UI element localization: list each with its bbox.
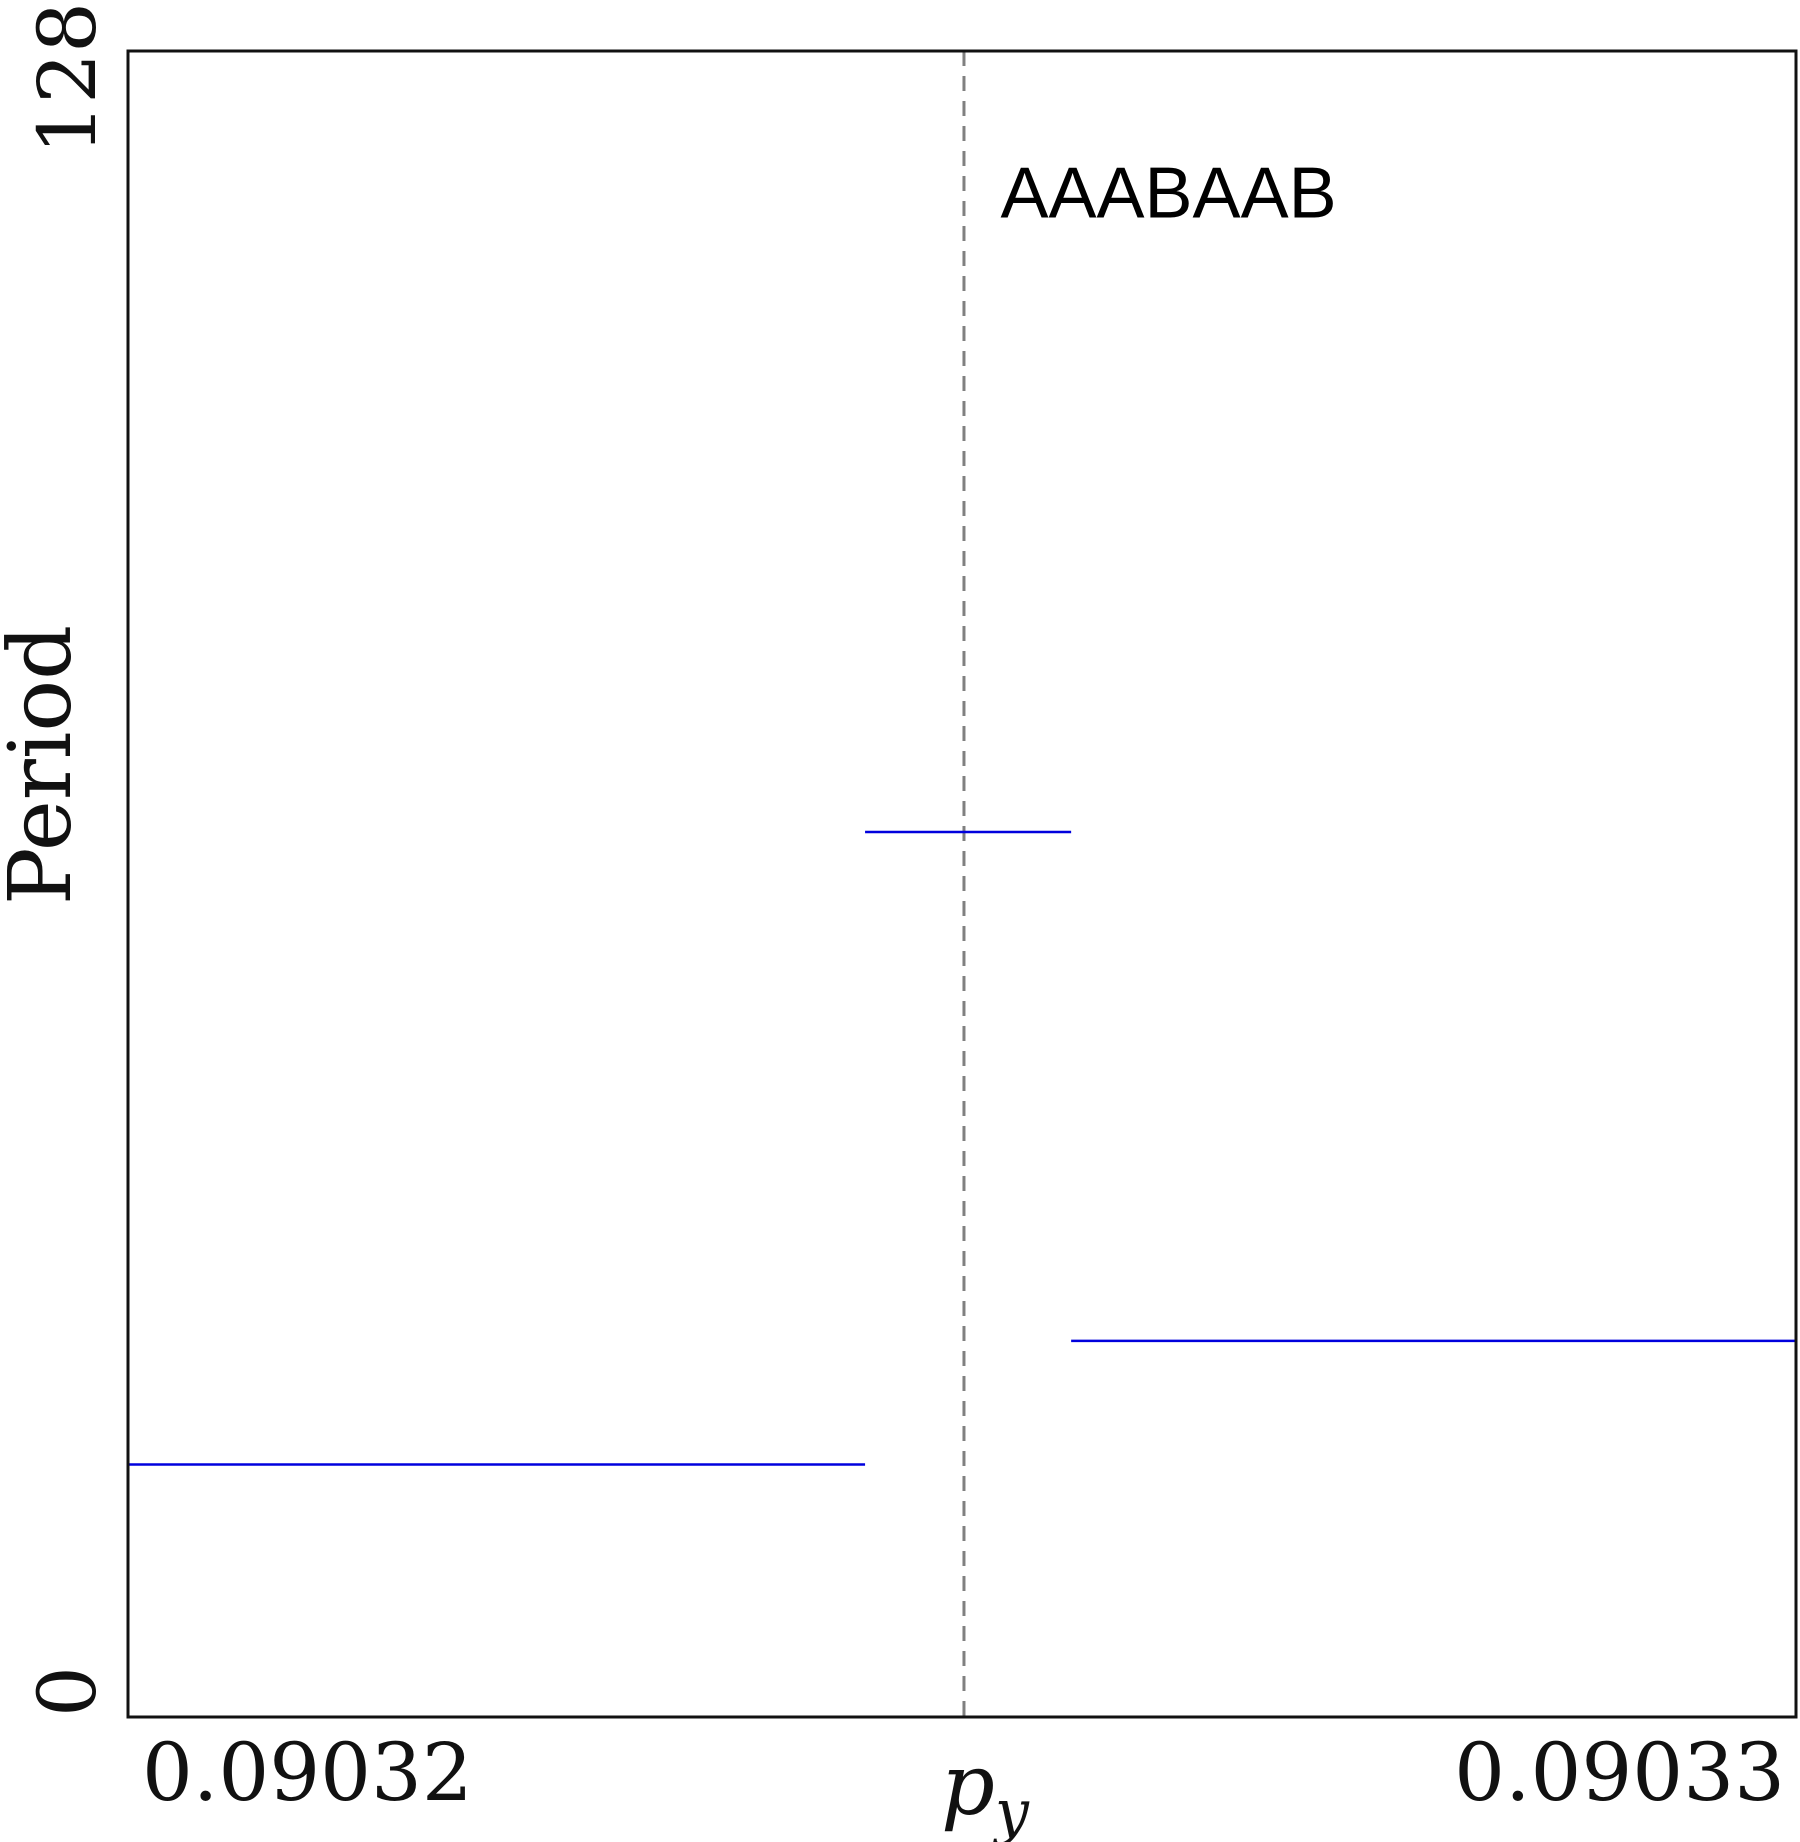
x-tick-label-2: 0.09033 — [1454, 1726, 1785, 1819]
x-axis-label: py — [941, 1736, 1030, 1842]
annotation-1: AAABAAB — [1000, 154, 1336, 234]
plot-area — [128, 51, 1796, 1717]
y-tick-label-1: 0 — [21, 1666, 114, 1717]
annotations: AAABAAB — [1000, 154, 1336, 234]
y-axis-label: Period — [0, 625, 91, 905]
x-tick-label-1: 0.09032 — [142, 1726, 473, 1819]
x-axis-label-main: p — [941, 1736, 995, 1834]
y-tick-label-2: 128 — [21, 2, 114, 155]
plot-frame — [126, 49, 1798, 1719]
x-tick-labels: 0.09032 0.09033 — [142, 1726, 1785, 1819]
x-axis-label-subscript: y — [992, 1777, 1030, 1842]
y-tick-labels: 0 128 — [21, 2, 114, 1717]
